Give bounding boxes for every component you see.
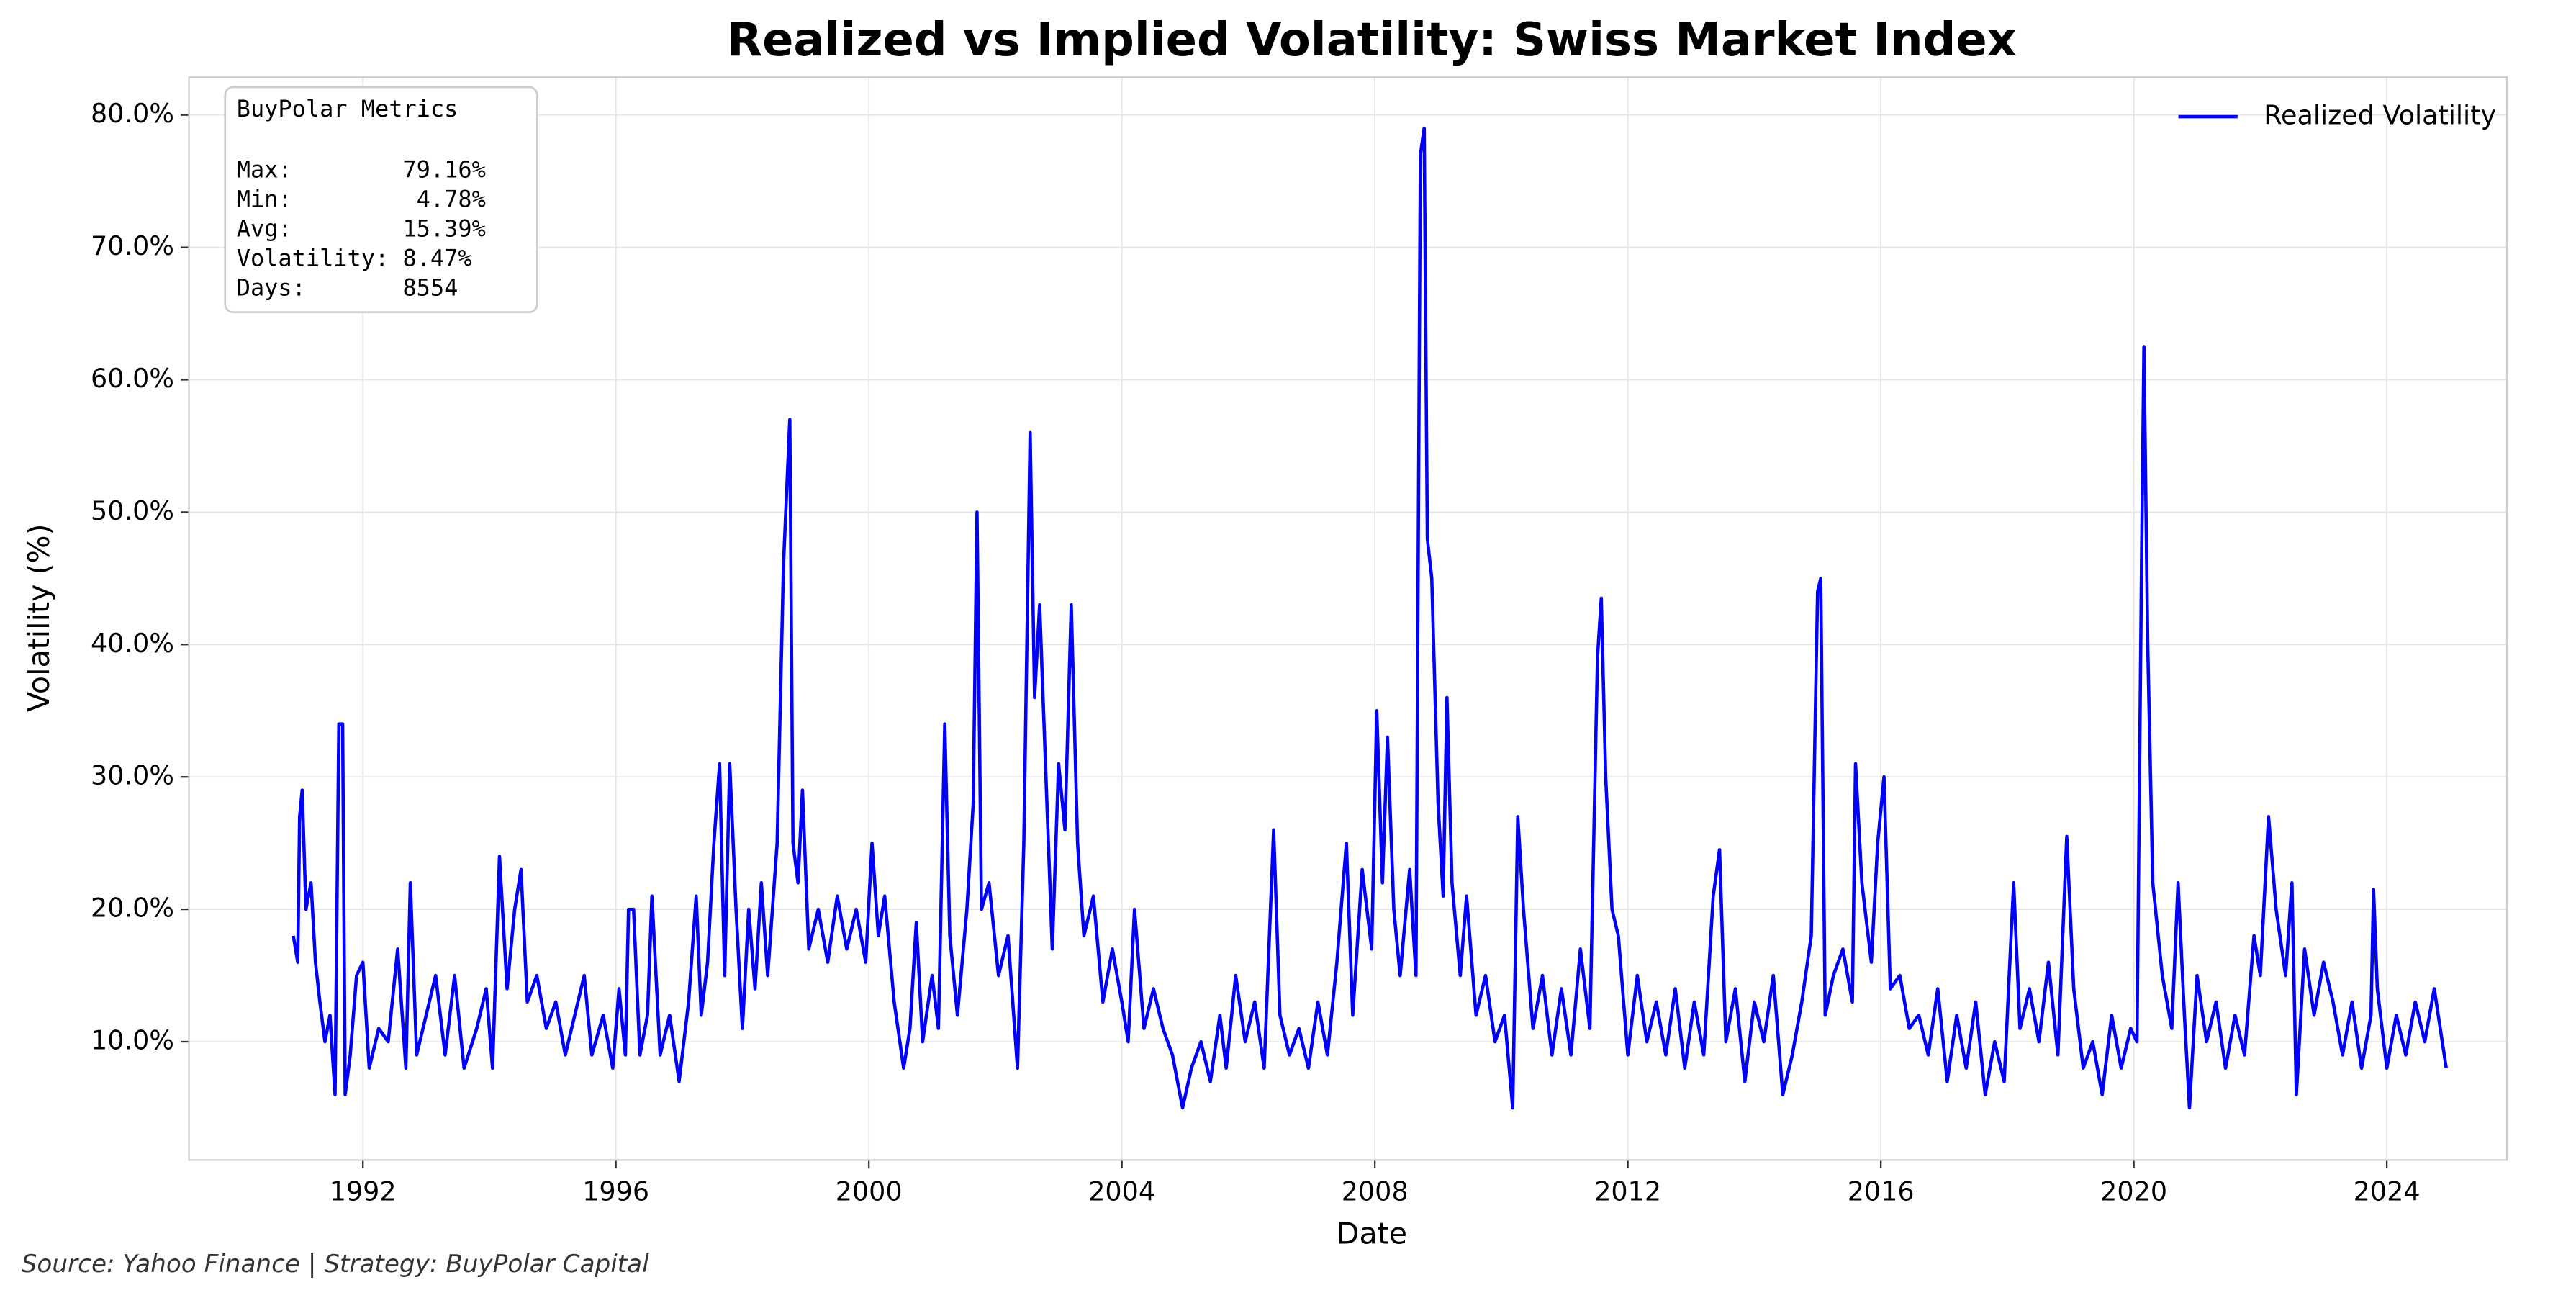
y-tick-label: 80.0% — [91, 98, 174, 129]
stats-line: Max: 79.16% — [237, 155, 486, 183]
stats-line: Avg: 15.39% — [237, 215, 486, 243]
x-tick-label: 2024 — [2354, 1176, 2421, 1207]
source-note: Source: Yahoo Finance | Strategy: BuyPol… — [22, 1250, 649, 1279]
x-tick-label: 2000 — [836, 1176, 903, 1207]
y-tick-label: 70.0% — [91, 230, 174, 261]
x-tick-label: 2012 — [1594, 1176, 1661, 1207]
stats-line: Min: 4.78% — [237, 185, 486, 212]
x-tick-label: 2008 — [1342, 1176, 1409, 1207]
y-tick-label: 20.0% — [91, 893, 174, 924]
x-tick-label: 2020 — [2100, 1176, 2167, 1207]
x-axis-label: Date — [1337, 1216, 1407, 1250]
y-tick-label: 40.0% — [91, 628, 174, 659]
plot-frame — [188, 76, 2508, 1161]
stats-line: Days: 8554 — [237, 274, 458, 302]
data-line — [292, 126, 2448, 1110]
y-tick-label: 30.0% — [91, 760, 174, 791]
x-tick-label: 2004 — [1088, 1176, 1155, 1207]
chart-title: Realized vs Implied Volatility: Swiss Ma… — [727, 14, 2017, 67]
x-tick-label: 2016 — [1848, 1176, 1915, 1207]
legend-label: Realized Volatility — [2264, 100, 2496, 131]
stats-box — [224, 86, 538, 314]
y-tick-label: 50.0% — [91, 495, 174, 526]
stats-line: Volatility: 8.47% — [237, 245, 472, 272]
x-tick-label: 1996 — [582, 1176, 649, 1207]
stats-title: BuyPolar Metrics — [237, 95, 458, 122]
x-tick-label: 1992 — [330, 1176, 397, 1207]
y-tick-label: 60.0% — [91, 363, 174, 394]
y-axis-label: Volatility (%) — [22, 523, 56, 712]
y-tick-label: 10.0% — [91, 1025, 174, 1056]
